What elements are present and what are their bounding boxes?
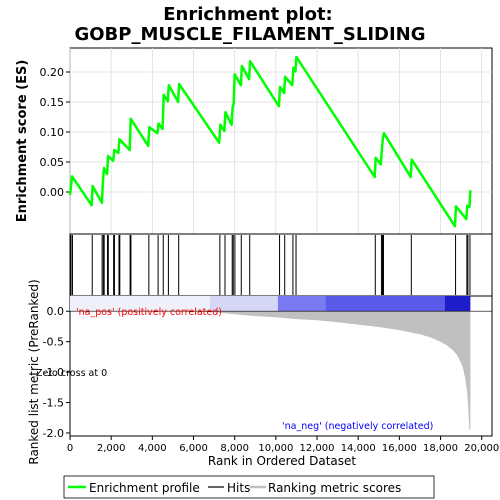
figure-title-line2: GOBP_MUSCLE_FILAMENT_SLIDING (74, 24, 425, 45)
ranking-x-ticks: 0 2,000 4,000 6,000 8,000 10,000 12,000 14,000 1… (67, 436, 499, 454)
enrichment-y-label: Enrichment score (ES) (15, 60, 30, 223)
ranking-heatmap-bar (70, 296, 471, 311)
ranking-x-tick-label: 8,000 (220, 443, 249, 454)
enrichment-y-ticks: 0.00 0.05 0.10 0.15 0.20 (40, 66, 70, 199)
positively-correlated-label: 'na_pos' (positively correlated) (76, 307, 222, 318)
ranking-panel: 0.0 -0.5 -1.0 -1.5 -2.0 0 2,000 4,000 6,000 8,00… (27, 279, 499, 468)
ranking-x-tick-label: 18,000 (423, 443, 458, 454)
figure-title-line1: Enrichment plot: (163, 4, 333, 25)
ranking-x-tick-label: 12,000 (300, 443, 335, 454)
ranking-x-tick-label: 2,000 (97, 443, 126, 454)
zero-cross-label: Zero cross at 0 (36, 368, 107, 379)
ranking-x-tick-label: 4,000 (138, 443, 167, 454)
enrichment-y-tick-label: 0.10 (40, 126, 65, 139)
ranking-x-label: Rank in Ordered Dataset (208, 454, 356, 468)
heatmap-segment (70, 296, 210, 311)
heatmap-segment (209, 296, 278, 311)
legend-hits-label: Hits (227, 481, 250, 495)
hits-panel (69, 233, 493, 297)
heatmap-segment (277, 296, 326, 311)
enrichment-profile-line (68, 55, 472, 228)
ranking-y-ticks: 0.0 -0.5 -1.0 -1.5 -2.0 (43, 305, 70, 440)
ranking-y-tick-label: -1.5 (43, 397, 64, 410)
ranking-x-tick-label: 20,000 (464, 443, 499, 454)
ranking-y-tick-label: 0.0 (47, 305, 65, 318)
ranking-metric-area (70, 311, 471, 430)
hit-markers (70, 235, 471, 295)
ranking-y-tick-label: -2.0 (43, 427, 64, 440)
ranking-y-tick-label: -0.5 (43, 336, 64, 349)
enrichment-y-tick-label: 0.05 (40, 156, 65, 169)
enrichment-y-tick-label: 0.20 (40, 66, 65, 79)
ranking-x-tick-label: 0 (67, 443, 73, 454)
ranking-x-tick-label: 16,000 (382, 443, 417, 454)
legend: Enrichment profile Hits Ranking metric s… (63, 475, 435, 499)
heatmap-segment (325, 296, 445, 311)
enrichment-y-tick-label: 0.15 (40, 96, 65, 109)
hits-panel-frame (69, 233, 493, 297)
ranking-y-tick-label: -1.0 (43, 366, 64, 379)
heatmap-segment (444, 296, 471, 311)
enrichment-y-tick-label: 0.00 (40, 186, 65, 199)
enrichment-panel: 0.00 0.05 0.10 0.15 0.20 Enrichment score (E… (15, 47, 493, 235)
ranking-x-tick-label: 14,000 (341, 443, 376, 454)
legend-enrichment-label: Enrichment profile (89, 481, 200, 495)
ranking-y-label: Ranked list metric (PreRanked) (27, 279, 41, 464)
negatively-correlated-label: 'na_neg' (negatively correlated) (282, 421, 433, 432)
legend-ranking-label: Ranking metric scores (268, 481, 401, 495)
legend-frame (63, 475, 435, 499)
ranking-x-tick-label: 10,000 (258, 443, 293, 454)
ranking-x-tick-label: 6,000 (179, 443, 208, 454)
